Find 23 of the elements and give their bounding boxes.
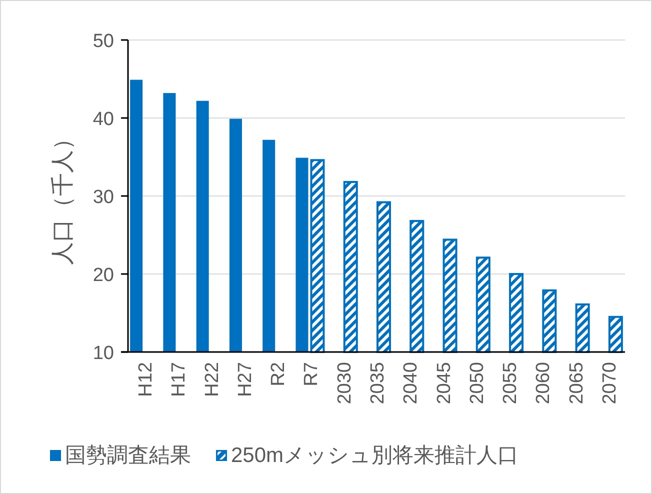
y-tick-label: 10 [92, 343, 114, 364]
x-tick-label: 2030 [334, 362, 356, 404]
legend-label: 250mメッシュ別将来推計人口 [231, 444, 519, 467]
x-tick-label: H12 [136, 362, 157, 397]
y-tick-label: 30 [92, 187, 114, 208]
x-tick-label: 2035 [368, 362, 388, 404]
x-tick-label: 2070 [599, 362, 620, 404]
y-tick-label: 20 [92, 265, 114, 286]
x-tick-label: 2040 [400, 362, 422, 404]
x-tick-label: 2065 [566, 362, 588, 404]
y-tick-label: 40 [92, 109, 114, 130]
x-tick-label: 2060 [533, 362, 554, 404]
x-tick-label: H27 [234, 362, 256, 397]
legend-label: 国勢調査結果 [65, 444, 191, 467]
x-tick-label: R7 [301, 362, 322, 386]
x-tick-label: 2050 [466, 362, 488, 404]
x-tick-label: H22 [202, 362, 223, 397]
y-axis-title: 人口（千人） [49, 127, 75, 265]
x-tick-label: 2045 [434, 362, 455, 404]
x-tick-label: H17 [168, 362, 190, 397]
x-tick-label: R2 [268, 362, 290, 386]
x-tick-label: 2055 [500, 362, 522, 404]
y-tick-label: 50 [92, 31, 114, 52]
